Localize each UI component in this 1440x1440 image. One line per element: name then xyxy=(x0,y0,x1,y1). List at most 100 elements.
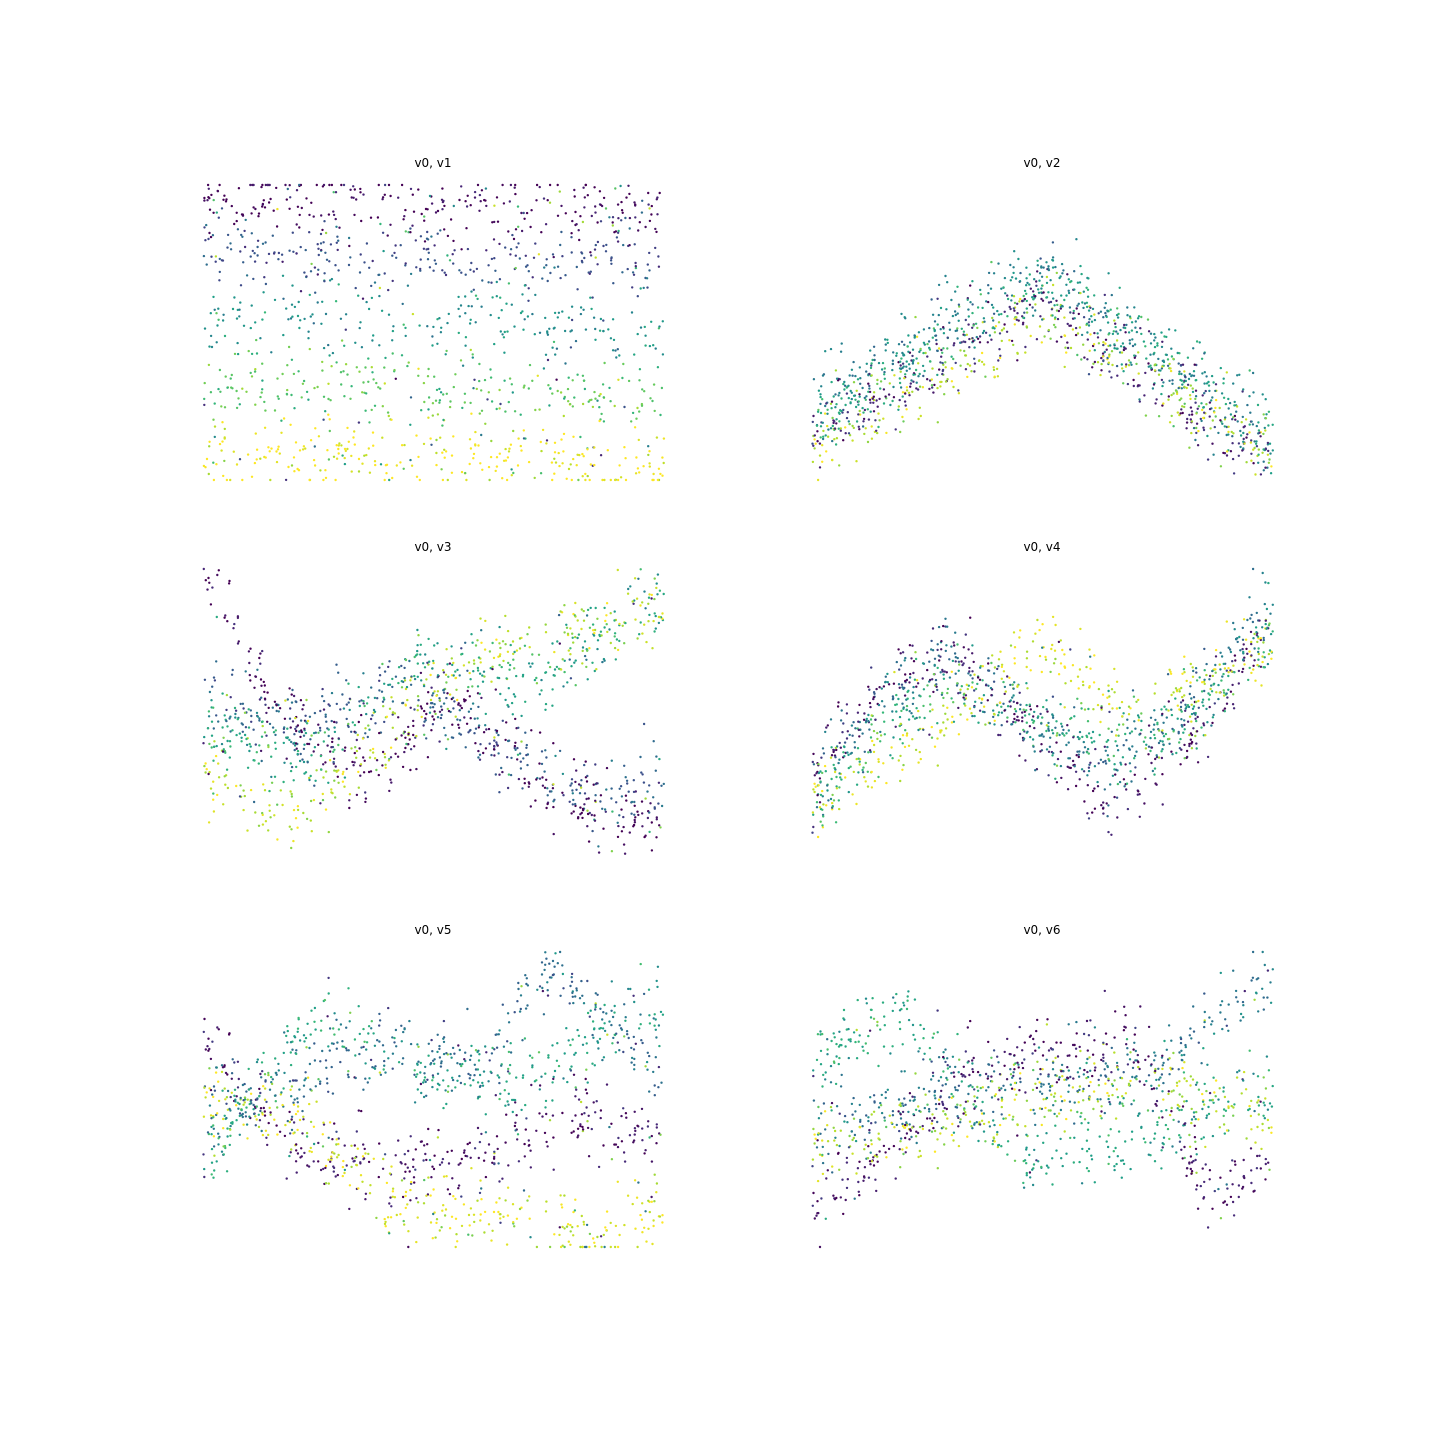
scatter-point xyxy=(892,682,896,685)
scatter-point xyxy=(936,688,939,692)
scatter-point xyxy=(821,789,824,793)
scatter-point xyxy=(403,443,406,447)
scatter-point xyxy=(469,401,472,405)
scatter-point xyxy=(849,752,852,755)
scatter-point xyxy=(253,260,257,263)
scatter-point xyxy=(866,440,870,444)
scatter-point xyxy=(489,455,493,459)
scatter-point xyxy=(495,731,498,734)
scatter-point xyxy=(1163,705,1166,708)
scatter-point xyxy=(819,793,823,797)
scatter-point xyxy=(870,364,873,367)
scatter-point xyxy=(427,416,430,419)
scatter-point xyxy=(495,407,498,411)
scatter-point xyxy=(332,210,335,213)
scatter-point xyxy=(493,745,496,748)
scatter-point xyxy=(573,195,576,198)
scatter-point xyxy=(222,474,225,478)
scatter-point xyxy=(271,234,274,237)
scatter-point xyxy=(1225,454,1229,457)
scatter-point xyxy=(529,805,532,808)
scatter-point xyxy=(1060,725,1064,728)
scatter-point xyxy=(826,408,829,411)
scatter-point xyxy=(982,317,986,320)
scatter-point xyxy=(446,738,450,741)
scatter-point xyxy=(859,377,862,380)
scatter-point xyxy=(371,747,375,751)
scatter-point xyxy=(364,797,368,800)
scatter-point xyxy=(1139,327,1142,330)
scatter-point xyxy=(1102,341,1105,344)
scatter-point xyxy=(648,219,652,223)
scatter-point xyxy=(869,401,872,404)
scatter-point xyxy=(847,384,850,387)
scatter-point xyxy=(917,375,920,378)
scatter-point xyxy=(1081,735,1084,739)
scatter-point xyxy=(580,627,583,631)
scatter-point xyxy=(470,261,473,265)
scatter-point xyxy=(627,379,631,383)
scatter-point xyxy=(626,267,629,271)
scatter-point xyxy=(817,771,821,775)
scatter-point xyxy=(971,311,974,315)
scatter-point xyxy=(1242,650,1245,654)
scatter-point xyxy=(987,657,990,660)
scatter-point xyxy=(1224,402,1228,406)
scatter-point xyxy=(1170,347,1173,350)
scatter-point xyxy=(973,673,976,676)
scatter-point xyxy=(225,719,228,723)
scatter-point xyxy=(562,432,566,436)
scatter-point xyxy=(347,263,351,267)
scatter-point xyxy=(391,352,394,355)
scatter-point xyxy=(987,684,990,687)
scatter-point xyxy=(660,386,664,390)
scatter-point xyxy=(253,686,256,689)
scatter-point xyxy=(628,192,631,196)
scatter-point xyxy=(479,200,482,203)
scatter-point xyxy=(210,720,214,723)
scatter-point xyxy=(583,256,586,260)
scatter-point xyxy=(473,662,476,665)
scatter-point xyxy=(620,795,624,798)
scatter-point xyxy=(225,198,228,201)
scatter-point xyxy=(1257,650,1260,654)
scatter-point xyxy=(451,253,454,256)
scatter-point xyxy=(600,412,603,416)
scatter-point xyxy=(959,349,962,352)
scatter-point xyxy=(301,708,304,711)
scatter-point xyxy=(594,606,597,610)
scatter-point xyxy=(1089,333,1092,336)
scatter-point xyxy=(292,372,296,376)
scatter-point xyxy=(1011,276,1014,279)
scatter-point xyxy=(258,719,261,722)
scatter-point xyxy=(1190,410,1194,413)
scatter-point xyxy=(203,764,206,768)
scatter-point xyxy=(1264,429,1267,432)
scatter-point xyxy=(957,389,960,392)
scatter-point xyxy=(1101,355,1105,358)
scatter-point xyxy=(911,738,914,741)
scatter-point xyxy=(334,300,338,303)
scatter-point xyxy=(475,387,478,391)
scatter-point xyxy=(1192,374,1196,377)
scatter-point xyxy=(452,674,455,677)
scatter-point xyxy=(207,715,211,718)
scatter-point xyxy=(944,727,948,730)
scatter-point xyxy=(611,224,614,227)
scatter-point xyxy=(430,686,433,689)
scatter-point xyxy=(917,709,920,713)
scatter-point xyxy=(274,733,277,737)
scatter-point xyxy=(1047,291,1050,294)
scatter-point xyxy=(538,408,541,411)
scatter-point xyxy=(295,747,298,750)
scatter-point xyxy=(883,377,886,380)
scatter-point xyxy=(372,334,375,337)
scatter-point xyxy=(400,354,404,357)
scatter-point xyxy=(1212,683,1215,686)
scatter-point xyxy=(478,412,481,415)
scatter-point xyxy=(256,239,260,242)
scatter-point xyxy=(1165,335,1168,339)
scatter-point xyxy=(824,350,827,353)
scatter-point xyxy=(918,385,922,388)
scatter-point xyxy=(362,771,366,774)
